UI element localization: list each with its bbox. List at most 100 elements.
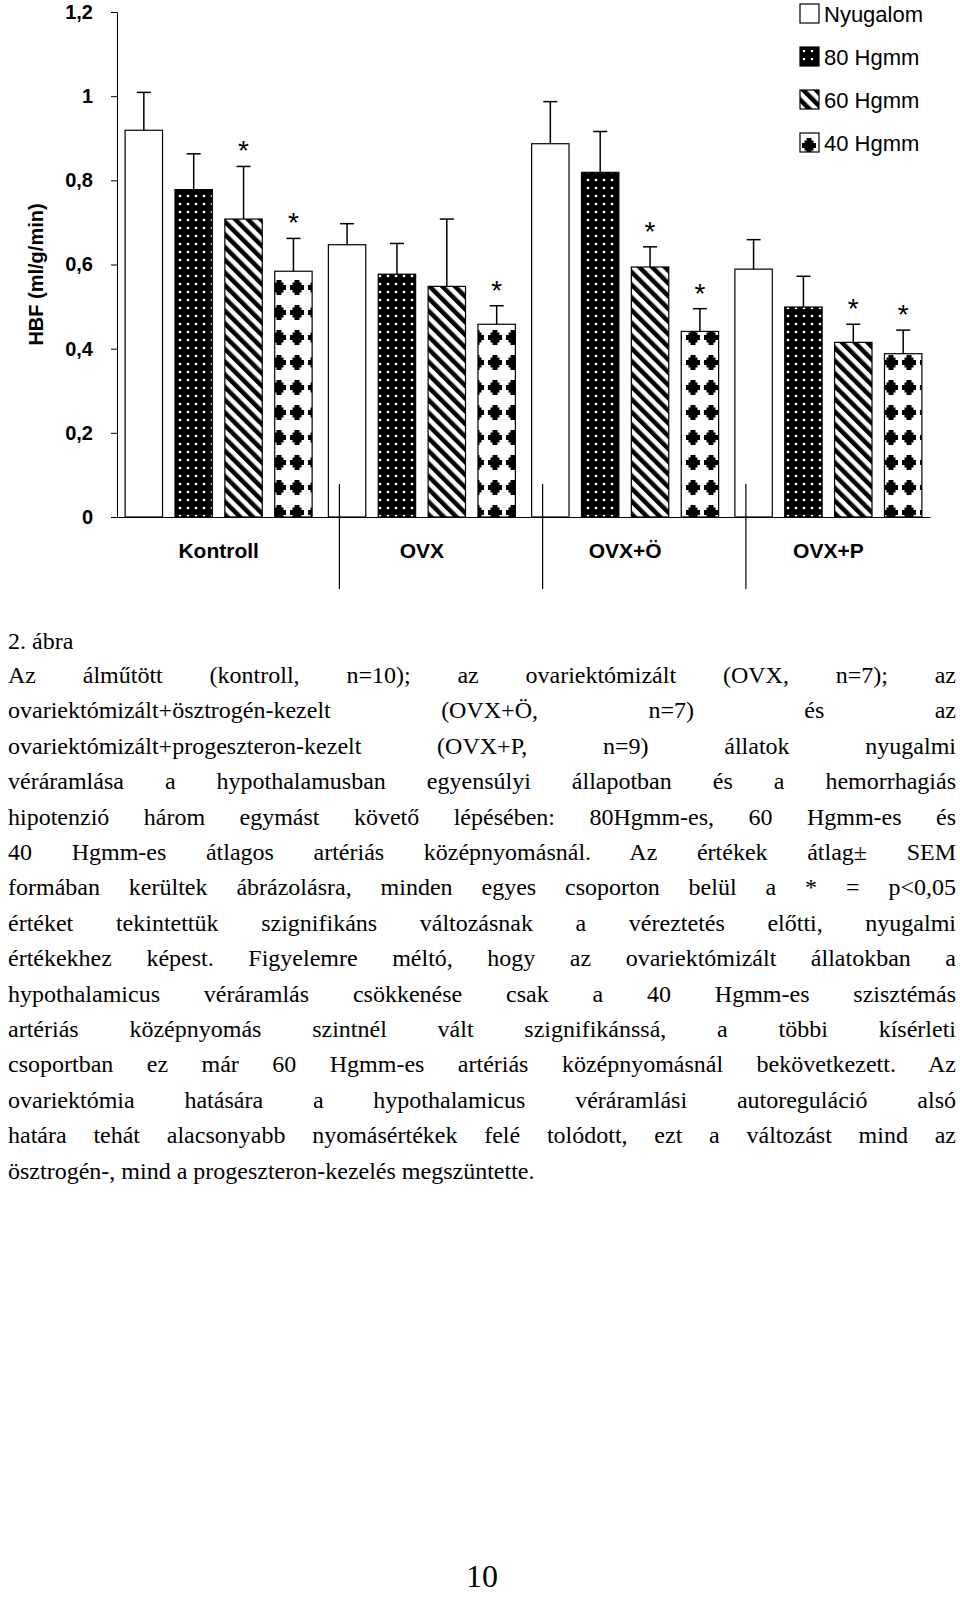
significance-marks: ******* — [238, 135, 909, 330]
error-bar — [796, 276, 810, 307]
error-bar-stem — [699, 309, 701, 332]
x-tick: OVX+P — [793, 539, 864, 562]
legend-label: 40 Hgmm — [824, 131, 919, 156]
caption-line: formában kerültek ábrázolásra, minden eg… — [8, 870, 956, 905]
error-bar-cap — [593, 131, 607, 133]
bar — [378, 274, 415, 517]
page-number: 10 — [0, 1558, 960, 1595]
significance-star: * — [238, 135, 249, 166]
bar — [175, 190, 212, 517]
error-bar-stem — [599, 132, 601, 173]
legend-swatch — [800, 4, 819, 23]
error-bar-stem — [853, 324, 855, 342]
y-axis: 0 0,2 0,4 0,6 0,8 1 1,2 — [65, 1, 117, 528]
y-tick-label: 0,8 — [65, 169, 93, 191]
bar — [428, 286, 465, 517]
error-bar — [286, 238, 300, 271]
y-axis-line — [111, 13, 118, 518]
caption-line: értéket tekintettük szignifikáns változá… — [8, 906, 956, 941]
caption-line: hipotenzió három egymást követő lépésébe… — [8, 800, 956, 835]
bar — [835, 342, 872, 517]
bar — [884, 354, 921, 517]
legend: Nyugalom80 Hgmm60 Hgmm40 Hgmm — [800, 2, 923, 156]
significance-star: * — [491, 275, 502, 306]
error-bar — [237, 166, 251, 219]
significance-star: * — [645, 216, 656, 247]
bar — [478, 324, 515, 517]
chart: *******00,20,40,60,811,2KontrollOVXOVX+Ö… — [0, 0, 960, 600]
error-bar — [490, 306, 504, 325]
x-tick: OVX+Ö — [589, 539, 662, 562]
error-bar — [543, 102, 557, 144]
error-bar-stem — [803, 276, 805, 307]
error-bar — [137, 92, 151, 130]
group-separator — [339, 484, 340, 589]
bars — [125, 92, 922, 517]
caption-label: 2. ábra — [8, 624, 956, 659]
bar — [681, 331, 718, 517]
y-axis-title: HBF (ml/g/min) — [25, 203, 47, 345]
error-bar — [747, 240, 761, 269]
x-tick-label: Kontroll — [178, 539, 258, 562]
error-bar — [340, 224, 354, 245]
error-bar-stem — [902, 330, 904, 354]
significance-star: * — [288, 207, 299, 238]
y-tick-label: 1,2 — [65, 1, 93, 23]
y-tick-label: 0,4 — [65, 338, 94, 360]
error-bar-stem — [396, 243, 398, 274]
error-bar-stem — [346, 224, 348, 245]
y-tick-mark — [111, 517, 117, 518]
error-bar — [390, 243, 404, 274]
error-bar — [693, 309, 707, 332]
error-bar-cap — [543, 101, 557, 103]
error-bar — [187, 154, 201, 190]
x-tick-label: OVX — [400, 539, 444, 562]
caption-line: ovariektómizált+progeszteron-kezelt (OVX… — [8, 729, 956, 764]
error-bar-cap — [390, 243, 404, 245]
x-tick-label: OVX+Ö — [589, 539, 662, 562]
legend-item: 40 Hgmm — [800, 131, 919, 156]
legend-swatch — [800, 90, 819, 109]
bar — [275, 271, 312, 517]
caption-line: ovariektómia hatására a hypothalamicus v… — [8, 1083, 956, 1118]
bar — [532, 144, 569, 517]
caption-line: értékekhez képest. Figyelemre méltó, hog… — [8, 941, 956, 976]
error-bar-stem — [446, 219, 448, 286]
error-bar — [896, 330, 910, 354]
error-bar-stem — [496, 306, 498, 325]
bar — [581, 172, 618, 517]
error-bar — [643, 247, 657, 267]
x-axis-line — [118, 517, 931, 518]
caption-line: határa tehát alacsonyabb nyomásértékek f… — [8, 1118, 956, 1153]
error-bar-stem — [243, 166, 245, 219]
legend-swatch — [800, 133, 819, 152]
y-tick-label: 1 — [82, 85, 93, 107]
caption-line: véráramlása a hypothalamusban egyensúlyi… — [8, 764, 956, 799]
y-tick: 0 — [82, 506, 117, 528]
x-tick: OVX — [400, 539, 444, 562]
legend-label: 60 Hgmm — [824, 88, 919, 113]
y-tick: 1,2 — [65, 1, 117, 23]
legend-item: 60 Hgmm — [800, 88, 919, 113]
group-separator — [542, 484, 543, 589]
y-tick: 0,6 — [65, 253, 117, 275]
error-bar-stem — [143, 92, 145, 130]
y-tick-mark — [111, 12, 117, 13]
error-bar — [440, 219, 454, 286]
y-tick-mark — [111, 433, 117, 434]
legend-label: 80 Hgmm — [824, 45, 919, 70]
y-tick-label: 0,2 — [65, 422, 93, 444]
y-tick-label: 0 — [82, 506, 93, 528]
error-bar — [846, 324, 860, 342]
y-tick-mark — [111, 265, 117, 266]
group-separators — [339, 484, 746, 589]
bar — [225, 219, 262, 517]
error-bar-stem — [193, 154, 195, 190]
error-bar-cap — [137, 92, 151, 94]
caption-line: Az álműtött (kontroll, n=10); az ovariek… — [8, 658, 956, 693]
error-bar-cap — [187, 153, 201, 155]
caption-line: ovariektómizált+ösztrogén-kezelt (OVX+Ö,… — [8, 693, 956, 728]
y-tick: 0,8 — [65, 169, 117, 191]
y-tick-mark — [111, 180, 117, 181]
legend-item: 80 Hgmm — [800, 45, 919, 70]
